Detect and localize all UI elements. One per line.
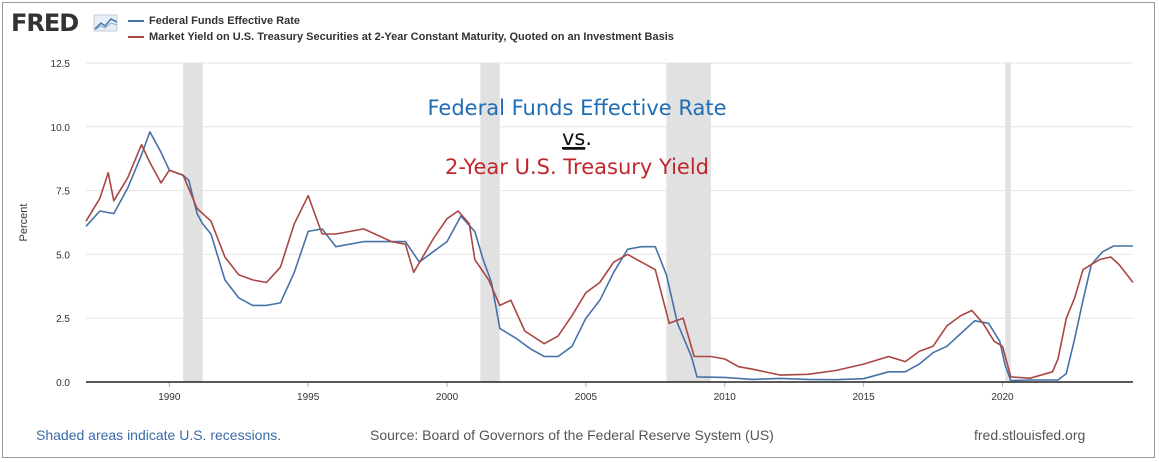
recession-band-1 <box>183 63 203 382</box>
plot-area <box>86 63 1133 382</box>
legend-label-treasury-2y: Market Yield on U.S. Treasury Securities… <box>149 31 674 43</box>
y-tick-label: 12.5 <box>51 59 71 70</box>
y-tick-label: 2.5 <box>56 314 70 325</box>
legend-label-fed-funds: Federal Funds Effective Rate <box>149 15 300 27</box>
fred-logo[interactable]: FRED <box>11 9 79 37</box>
x-tick-label: 1990 <box>158 392 181 403</box>
recession-band-3 <box>666 63 711 382</box>
y-axis-label: Percent <box>18 204 30 242</box>
x-tick-label: 2005 <box>575 392 598 403</box>
x-tick-label: 2020 <box>991 392 1014 403</box>
legend-swatch-treasury-2y <box>128 36 144 38</box>
annotation-line-fed-funds: Federal Funds Effective Rate <box>427 96 726 120</box>
y-tick-label: 10.0 <box>51 123 71 134</box>
series-line-fed-funds <box>85 131 1133 382</box>
site-link[interactable]: fred.stlouisfed.org <box>974 427 1086 443</box>
annotation-line-treasury: 2-Year U.S. Treasury Yield <box>445 155 709 179</box>
y-tick-label: 5.0 <box>56 250 70 261</box>
legend-swatch-fed-funds <box>128 20 144 22</box>
y-tick-label: 7.5 <box>56 187 70 198</box>
x-tick-label: 2015 <box>852 392 875 403</box>
annotation-vs-word: vs <box>562 126 585 150</box>
fred-logo-graph-icon <box>93 14 118 32</box>
annotation-vs-period: . <box>585 126 592 150</box>
recession-band-4 <box>1005 63 1011 382</box>
x-tick-label: 1995 <box>297 392 320 403</box>
legend-entry-fed-funds[interactable]: Federal Funds Effective Rate <box>128 13 674 29</box>
legend-entry-treasury-2y[interactable]: Market Yield on U.S. Treasury Securities… <box>128 29 674 45</box>
recession-note: Shaded areas indicate U.S. recessions. <box>36 427 282 443</box>
x-tick-label: 2000 <box>436 392 459 403</box>
annotation-vs: vs. <box>562 126 592 150</box>
series-line-treasury-2y <box>85 143 1134 380</box>
y-tick-label: 0.0 <box>56 378 70 389</box>
chart-legend: Federal Funds Effective Rate Market Yiel… <box>128 13 674 45</box>
source-note: Source: Board of Governors of the Federa… <box>370 427 774 443</box>
x-tick-label: 2010 <box>714 392 737 403</box>
